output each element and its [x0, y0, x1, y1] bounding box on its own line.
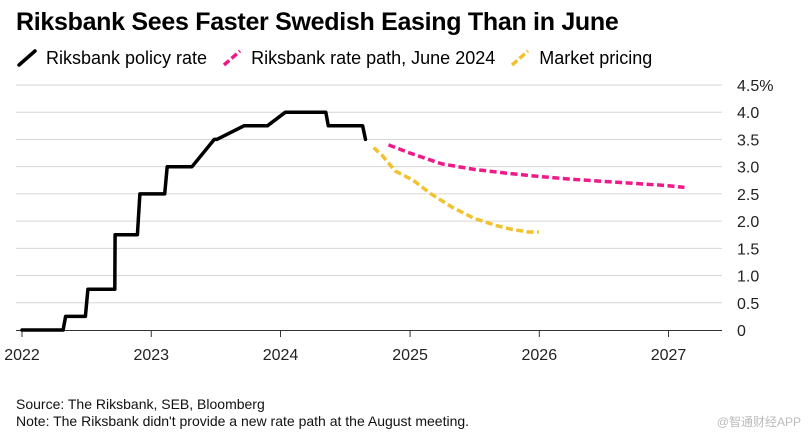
x-tick-label: 2022: [4, 347, 40, 364]
x-tick-label: 2025: [392, 347, 428, 364]
legend-item-market-pricing: Market pricing: [509, 48, 652, 69]
legend-item-june-path: Riksbank rate path, June 2024: [221, 48, 495, 69]
y-tick-label: 3.0: [737, 160, 759, 177]
legend-swatch-june-path: [222, 49, 242, 67]
x-tick-label: 2026: [522, 347, 558, 364]
y-tick-label: 4.0: [737, 105, 759, 122]
y-tick-label: 1.0: [737, 269, 759, 286]
y-tick-label: 0.5: [737, 296, 759, 313]
y-tick-label: 0: [737, 323, 746, 340]
y-tick-label: 1.5: [737, 241, 759, 258]
chart-legend: Riksbank policy rate Riksbank rate path,…: [16, 45, 666, 71]
source-note: Source: The Riksbank, SEB, Bloomberg: [16, 396, 265, 412]
june-rate-path-line: [387, 143, 685, 190]
x-tick-label: 2027: [651, 347, 687, 364]
chart-title: Riksbank Sees Faster Swedish Easing Than…: [16, 8, 619, 36]
y-tick-label: 3.5: [737, 132, 759, 149]
policy-rate-line: [20, 110, 368, 332]
legend-swatch-policy-rate: [17, 49, 37, 67]
y-tick-label: 4.5%: [737, 78, 773, 95]
legend-label-market-pricing: Market pricing: [539, 47, 653, 68]
watermark: @智通财经APP: [716, 415, 801, 429]
y-tick-label: 2.5: [737, 187, 759, 204]
x-tick-label: 2023: [133, 347, 169, 364]
x-tick-label: 2024: [263, 347, 299, 364]
legend-swatch-market-pricing: [511, 49, 530, 67]
market-pricing-line: [372, 146, 539, 234]
legend-label-policy-rate: Riksbank policy rate: [46, 47, 208, 68]
footnote: Note: The Riksbank didn't provide a new …: [16, 413, 470, 429]
y-tick-label: 2.0: [737, 214, 759, 231]
legend-label-june-path: Riksbank rate path, June 2024: [251, 47, 496, 68]
legend-item-policy-rate: Riksbank policy rate: [16, 48, 207, 69]
